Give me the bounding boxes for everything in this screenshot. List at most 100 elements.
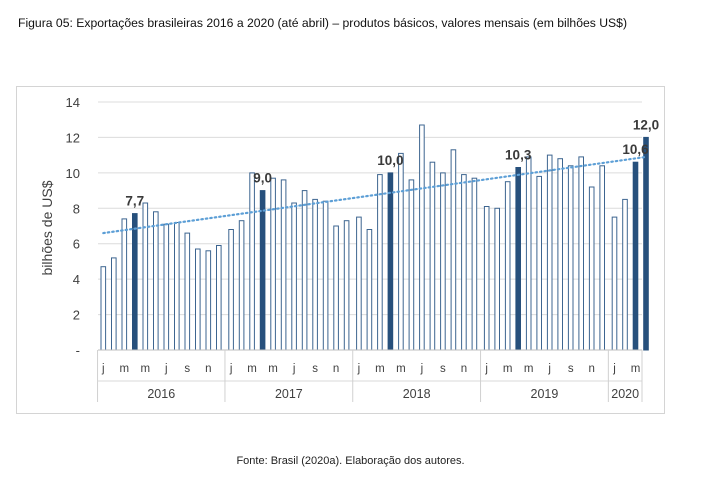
data-label: 10,3 <box>505 148 532 163</box>
bar <box>153 211 159 351</box>
data-label: 10,6 <box>622 142 649 157</box>
x-tick-label: m <box>120 363 130 375</box>
x-tick-label: n <box>588 363 594 375</box>
x-tick-label: j <box>612 363 616 375</box>
x-tick-label: j <box>292 363 296 375</box>
bar <box>280 179 287 351</box>
bar <box>121 218 128 351</box>
y-tick-label: 10 <box>66 166 80 181</box>
bar <box>622 198 628 351</box>
year-label: 2020 <box>611 387 639 401</box>
bar <box>515 167 522 351</box>
x-tick-label: m <box>141 363 151 375</box>
bar <box>270 177 276 351</box>
bar <box>440 172 446 351</box>
bar <box>643 136 649 351</box>
x-tick-label: j <box>164 363 168 375</box>
x-tick-label: m <box>503 363 513 375</box>
year-label: 2017 <box>275 387 303 401</box>
y-tick-label: 14 <box>66 95 80 110</box>
bar <box>312 198 318 351</box>
bar <box>483 206 490 351</box>
x-tick-label: j <box>420 363 424 375</box>
bar <box>387 172 394 351</box>
bar <box>356 216 362 351</box>
y-axis-label: bilhões de US$ <box>39 180 55 275</box>
x-tick-label: s <box>568 363 574 375</box>
data-label: 7,7 <box>125 194 144 209</box>
bar <box>461 174 467 351</box>
x-tick-label: m <box>631 363 641 375</box>
year-label: 2019 <box>531 387 559 401</box>
bar <box>377 174 383 351</box>
data-label: 12,0 <box>633 117 659 132</box>
bar <box>408 179 415 351</box>
bar <box>546 154 553 351</box>
bar <box>419 124 425 351</box>
bar <box>429 161 436 351</box>
bar <box>174 222 180 351</box>
bar <box>249 172 255 351</box>
x-tick-label: j <box>229 363 233 375</box>
year-label: 2016 <box>147 387 175 401</box>
bar <box>228 229 234 351</box>
bar <box>184 232 191 351</box>
bar <box>588 186 595 351</box>
x-tick-label: s <box>440 363 446 375</box>
y-tick-label: 12 <box>66 130 80 145</box>
y-tick-label: - <box>76 343 80 358</box>
bar <box>322 200 329 351</box>
x-tick-label: n <box>333 363 339 375</box>
bar <box>142 202 149 351</box>
data-label: 9,0 <box>253 171 272 186</box>
bar <box>611 216 618 351</box>
y-tick-label: 8 <box>73 201 80 216</box>
bar <box>578 156 585 351</box>
bar <box>132 213 138 351</box>
bar <box>343 220 350 351</box>
bar <box>205 250 212 351</box>
bar <box>599 165 606 351</box>
bar <box>536 175 543 351</box>
x-tick-label: j <box>357 363 361 375</box>
x-tick-label: j <box>101 363 105 375</box>
x-tick-label: m <box>375 363 385 375</box>
bar <box>100 266 107 351</box>
bar <box>195 248 201 351</box>
year-label: 2018 <box>403 387 431 401</box>
bar <box>163 223 170 351</box>
bar <box>301 190 308 351</box>
x-tick-label: n <box>461 363 467 375</box>
x-tick-label: s <box>312 363 318 375</box>
bar <box>111 257 117 351</box>
trendline <box>102 155 648 235</box>
bar <box>632 161 639 351</box>
bar <box>471 177 478 351</box>
bar <box>216 245 222 351</box>
x-tick-label: j <box>547 363 551 375</box>
x-tick-label: m <box>524 363 534 375</box>
x-tick-label: m <box>396 363 406 375</box>
bar <box>238 220 245 351</box>
x-tick-label: n <box>205 363 211 375</box>
bar <box>525 156 532 351</box>
bar <box>291 202 297 351</box>
source-note: Fonte: Brasil (2020a). Elaboração dos au… <box>236 455 465 467</box>
y-tick-label: 6 <box>73 237 80 252</box>
data-label: 10,0 <box>377 153 403 168</box>
bar <box>567 165 574 351</box>
bar <box>398 152 404 351</box>
bar <box>450 149 457 351</box>
figure-caption: Figura 05: Exportações brasileiras 2016 … <box>18 16 628 30</box>
bar <box>557 158 564 351</box>
x-tick-label: m <box>268 363 278 375</box>
bar <box>504 181 511 351</box>
x-tick-label: j <box>484 363 488 375</box>
x-tick-label: s <box>184 363 190 375</box>
y-tick-label: 2 <box>73 308 80 323</box>
bar <box>366 229 373 351</box>
bar <box>333 225 339 351</box>
y-tick-label: 4 <box>73 272 80 287</box>
bar <box>494 207 500 351</box>
